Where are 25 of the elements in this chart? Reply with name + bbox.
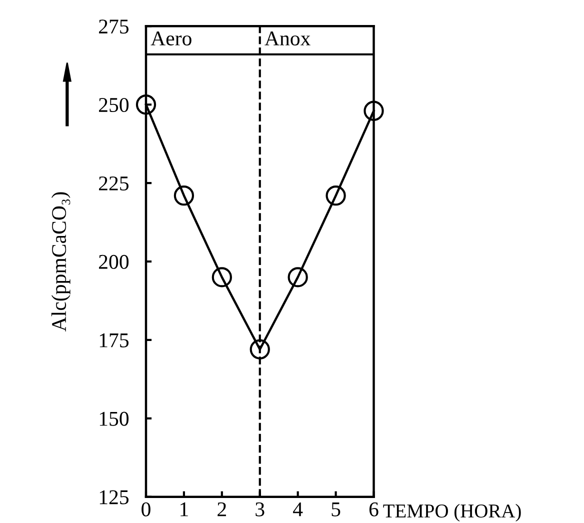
annotation: Anox xyxy=(264,32,310,46)
y-axis-title: Alc(ppmCaCO₃) xyxy=(51,192,70,332)
point xyxy=(212,267,232,288)
x-tick-label: 1 xyxy=(180,502,188,516)
y-tick-label: 275 xyxy=(99,20,129,34)
point xyxy=(174,186,194,206)
point xyxy=(364,100,384,121)
annotation: Aero xyxy=(150,32,192,46)
point xyxy=(326,186,346,206)
point xyxy=(288,267,308,288)
x-tick-label: 0 xyxy=(142,502,150,516)
x-axis-title: TEMPO (HORA) xyxy=(383,504,521,522)
y-tick-label: 125 xyxy=(100,490,129,504)
x-tick-label: 4 xyxy=(293,502,303,516)
x-tick-label: 3 xyxy=(256,502,264,516)
x-tick-label: 6 xyxy=(369,502,378,516)
y-tick-label: 200 xyxy=(99,254,129,269)
point xyxy=(136,94,156,115)
y-tick-label: 250 xyxy=(99,98,129,112)
y-tick-label: 150 xyxy=(100,412,129,426)
point xyxy=(250,339,270,360)
y-tick-label: 225 xyxy=(99,176,129,190)
x-tick-label: 2 xyxy=(218,502,226,516)
y-tick-label: 175 xyxy=(100,333,129,348)
x-tick-label: 5 xyxy=(332,502,340,516)
